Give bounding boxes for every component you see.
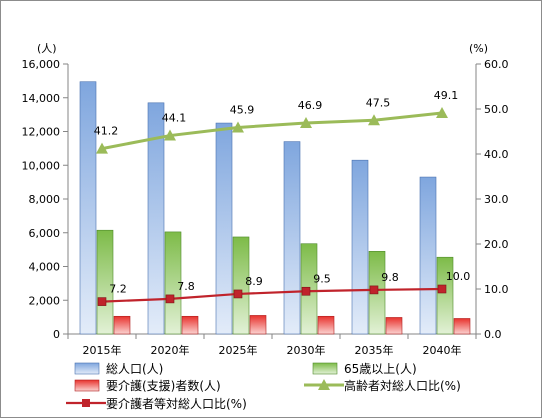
right-tick-label: 0.0 xyxy=(484,328,502,341)
line-1-label-2: 8.9 xyxy=(245,275,263,288)
line-1-label-3: 9.5 xyxy=(313,272,331,285)
line-1-marker-0 xyxy=(97,297,107,306)
bar-2-2 xyxy=(249,315,267,335)
line-0-label-3: 46.9 xyxy=(298,99,323,112)
line-0-marker-0 xyxy=(96,142,108,154)
left-axis-unit: (人) xyxy=(37,42,57,55)
line-1 xyxy=(101,287,443,303)
legend-label-2: 要介護(支援)者数(人) xyxy=(106,378,221,393)
x-tick-label: 2015年 xyxy=(83,343,122,357)
legend-marker-4 xyxy=(82,399,90,407)
bar-1-2 xyxy=(232,236,250,335)
right-tick-label: 20.0 xyxy=(484,238,509,251)
x-tick-label: 2030年 xyxy=(287,343,326,357)
line-0-marker-4 xyxy=(368,114,380,126)
x-tick-label: 2035年 xyxy=(355,343,394,357)
bar-0-2 xyxy=(215,122,233,335)
x-tick-label: 2020年 xyxy=(151,343,190,357)
line-0-label-2: 45.9 xyxy=(230,103,255,116)
legend-label-4: 要介護者等対総人口比(%) xyxy=(106,396,247,411)
bar-0-1 xyxy=(147,102,165,335)
left-tick-label: 16,000 xyxy=(22,58,61,71)
bar-2-4 xyxy=(385,317,403,335)
legend-swatch-2 xyxy=(74,379,100,392)
legend-swatch-0 xyxy=(74,362,100,375)
line-0-marker-1 xyxy=(164,129,176,141)
left-tick-label: 8,000 xyxy=(29,193,61,206)
bar-0-5 xyxy=(419,176,437,335)
bar-2-1 xyxy=(181,315,199,335)
line-1-label-4: 9.8 xyxy=(381,271,399,284)
bar-1-1 xyxy=(164,231,182,335)
line-1-label-5: 10.0 xyxy=(446,270,471,283)
x-tick-label: 2025年 xyxy=(219,343,258,357)
line-1-marker-3 xyxy=(301,286,311,296)
bar-2-0 xyxy=(113,315,131,335)
right-tick-label: 10.0 xyxy=(484,283,509,296)
bar-0-3 xyxy=(283,141,301,335)
line-1-marker-2 xyxy=(233,289,243,299)
left-tick-label: 2,000 xyxy=(29,294,61,307)
line-0-marker-2 xyxy=(232,121,244,133)
line-1-marker-1 xyxy=(165,294,175,304)
left-tick-label: 4,000 xyxy=(29,261,61,274)
bar-0-4 xyxy=(351,159,369,335)
line-1-label-0: 7.2 xyxy=(109,283,127,296)
bar-1-5 xyxy=(436,256,454,335)
line-0-label-0: 41.2 xyxy=(94,125,119,138)
bar-2-5 xyxy=(453,318,471,335)
legend-marker-3 xyxy=(318,379,330,390)
right-tick-label: 50.0 xyxy=(484,103,509,116)
line-1-marker-5 xyxy=(437,284,447,294)
bar-2-3 xyxy=(317,315,335,335)
x-tick-label: 2040年 xyxy=(423,343,462,357)
right-tick-label: 60.0 xyxy=(484,58,509,71)
line-0-label-5: 49.1 xyxy=(434,89,459,102)
right-tick-label: 30.0 xyxy=(484,193,509,206)
bar-1-0 xyxy=(96,229,114,335)
left-tick-label: 10,000 xyxy=(22,159,61,172)
left-tick-label: 14,000 xyxy=(22,92,61,105)
right-tick-label: 40.0 xyxy=(484,148,509,161)
legend-label-0: 総人口(人) xyxy=(106,362,163,376)
line-0-label-4: 47.5 xyxy=(366,96,391,109)
line-0-label-1: 44.1 xyxy=(162,112,187,125)
line-0-marker-3 xyxy=(300,116,312,128)
legend-swatch-1 xyxy=(312,362,338,375)
left-tick-label: 0 xyxy=(53,328,60,341)
left-tick-label: 12,000 xyxy=(22,126,61,139)
left-tick-label: 6,000 xyxy=(29,227,61,240)
line-0 xyxy=(101,111,443,151)
bar-0-0 xyxy=(79,81,97,335)
legend-label-3: 高齢者対総人口比(%) xyxy=(344,378,461,393)
line-1-marker-4 xyxy=(369,285,379,295)
line-0-marker-5 xyxy=(436,107,448,119)
legend-label-1: 65歳以上(人) xyxy=(344,362,417,376)
line-1-label-1: 7.8 xyxy=(177,280,195,293)
right-axis-unit: (%) xyxy=(469,42,488,55)
